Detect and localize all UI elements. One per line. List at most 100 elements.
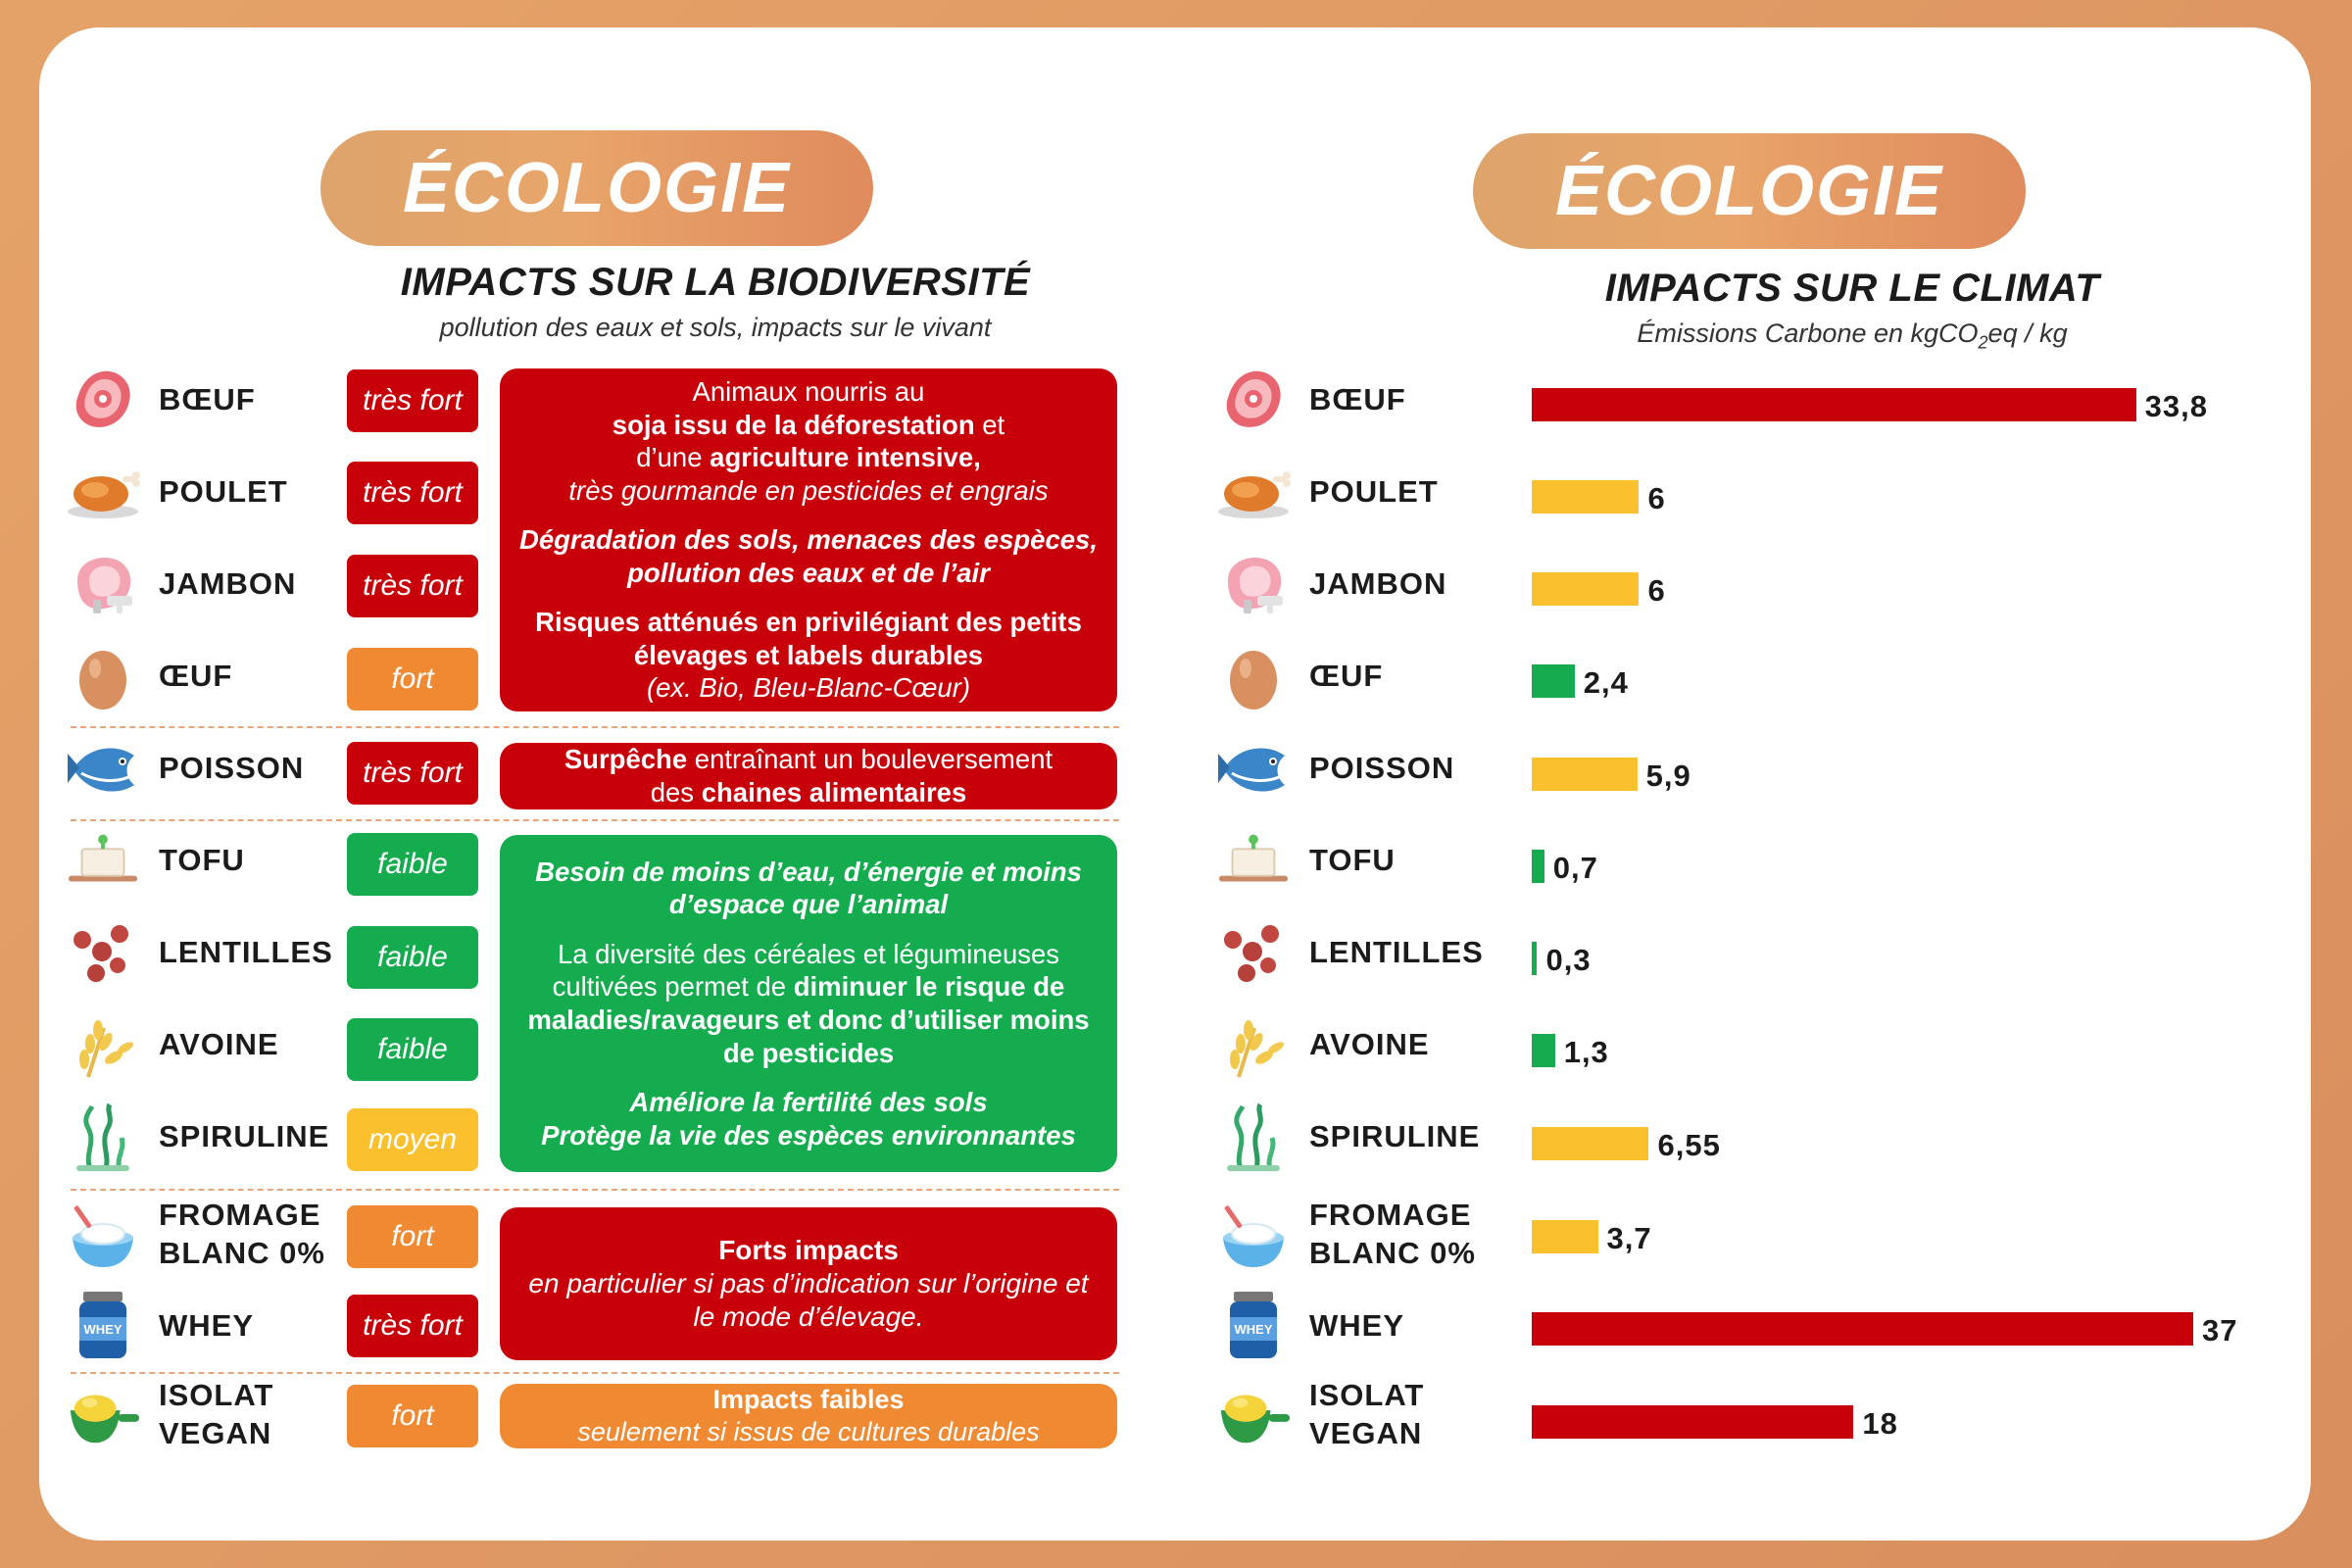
bio-row-8: SPIRULINE [65,1097,378,1177]
description-text: Besoin de moins d’eau, d’énergie et moin… [535,856,1082,920]
climate-bar-value: 0,3 [1545,943,1592,977]
right-subtitle: Émissions Carbone en kgCO2eq / kg [1450,318,2254,353]
fish-icon [65,732,141,805]
climate-bar [1532,1127,1649,1160]
climate-row-3: ŒUF [1215,636,1529,716]
impact-level-badge: très fort [347,1295,478,1357]
climate-row-0: BŒUF [1215,360,1529,440]
climate-row-9: FROMAGE BLANC 0% [1215,1195,1529,1275]
cottage-cheese-bowl-icon [65,1199,141,1271]
climate-food-label: JAMBON [1309,565,1447,601]
svg-text:WHEY: WHEY [1235,1322,1273,1337]
climate-food-label: LENTILLES [1309,934,1484,969]
climate-bar [1532,1034,1555,1067]
climate-bar-value: 1,3 [1563,1035,1609,1069]
description-text: chaines alimentaires [701,777,967,808]
impact-level-badge: très fort [347,369,478,432]
description-text: La diversité des céréales et légumineuse… [552,938,1060,1003]
climate-row-2: JAMBON [1215,544,1529,624]
climate-bar-value: 6 [1647,573,1666,608]
description-box-4: Impacts faibles seulement si issus de cul… [500,1384,1117,1448]
bio-row-3: ŒUF [65,636,378,716]
description-paragraph: Améliore la fertilité des sols Protège la… [541,1086,1076,1152]
climate-bar-value: 2,4 [1583,665,1629,700]
seaweed-icon [1215,1101,1292,1173]
climate-food-label: BŒUF [1309,381,1406,416]
bio-row-2: JAMBON [65,544,378,624]
description-box-0: Animaux nourris au soja issu de la défore… [500,368,1117,711]
description-text: Surpêche [564,744,688,775]
description-text: (ex. Bio, Bleu-Blanc-Cœur) [646,672,971,704]
right-subtitle-prefix: Émissions Carbone en kgCO [1637,318,1979,348]
ham-icon [1215,548,1292,620]
description-paragraph: Surpêche entraînant un bouleversement des… [564,743,1053,808]
cottage-cheese-bowl-icon [1215,1199,1292,1271]
divider-2 [71,819,1119,821]
whey-jar-icon: WHEY [65,1290,141,1362]
bio-row-4: POISSON [65,728,378,808]
description-text: Dégradation des sols, menaces des espèce… [518,524,1098,588]
seaweed-icon [65,1101,141,1173]
bio-row-11: ISOLAT VEGAN [65,1375,378,1455]
impact-level-badge: fort [347,1205,478,1268]
roast-chicken-icon [65,456,141,528]
impact-level-badge: très fort [347,555,478,617]
whey-jar-icon: WHEY [1215,1290,1292,1362]
description-paragraph: Dégradation des sols, menaces des espèce… [517,523,1100,589]
description-text: Animaux nourris au [692,376,925,408]
protein-scoop-icon [1215,1379,1292,1451]
climate-bar-value: 5,9 [1645,759,1691,793]
bio-food-label: AVOINE [159,1026,279,1061]
bio-food-label: SPIRULINE [159,1118,330,1153]
right-badge: ÉCOLOGIE [1473,133,2026,249]
bio-food-label: TOFU [159,842,245,877]
description-text: Forts impacts [718,1234,899,1265]
tofu-icon [65,824,141,897]
description-text: entraînant un bouleversement [687,744,1054,775]
climate-food-label: SPIRULINE [1309,1118,1481,1153]
climate-bar-value: 18 [1862,1406,1898,1441]
climate-bar-value: 0,7 [1552,851,1598,885]
impact-level-badge: faible [347,926,478,989]
description-text: en particulier si pas d’indication sur l… [528,1267,1089,1333]
right-title: IMPACTS SUR LE CLIMAT [1604,267,2100,310]
impact-level-badge: très fort [347,462,478,524]
description-paragraph: Impacts faibles seulement si issus de cul… [577,1384,1039,1448]
lentils-icon [65,916,141,989]
left-title: IMPACTS SUR LA BIODIVERSITÉ [400,261,1031,304]
bio-row-1: POULET [65,452,378,532]
climate-row-8: SPIRULINE [1215,1097,1529,1177]
divider-1 [71,726,1119,728]
climate-bar [1532,388,2136,421]
climate-bar-value: 37 [2202,1313,2238,1348]
climate-bar [1532,664,1575,698]
description-text: très gourmande en pesticides et engrais [568,474,1049,506]
left-badge: ÉCOLOGIE [320,130,873,246]
impact-level-badge: faible [347,1018,478,1081]
oat-icon [1215,1008,1292,1081]
climate-row-4: POISSON [1215,728,1529,808]
climate-bar-value: 3,7 [1606,1221,1652,1255]
climate-row-7: AVOINE [1215,1004,1529,1085]
bio-food-label: BŒUF [159,381,256,416]
bio-food-label: FROMAGE BLANC 0% [159,1198,325,1270]
climate-row-5: TOFU [1215,820,1529,901]
climate-bar-value: 6,55 [1657,1128,1721,1162]
climate-bar-value: 33,8 [2144,389,2208,423]
tofu-icon [1215,824,1292,897]
bio-row-9: FROMAGE BLANC 0% [65,1195,378,1275]
climate-food-label: AVOINE [1309,1026,1430,1061]
bio-row-7: AVOINE [65,1004,378,1085]
steak-icon [1215,364,1292,436]
description-paragraph: Forts impacts en particulier si pas d’ind… [517,1234,1100,1334]
description-paragraph: Risques atténués en privilégiant des pet… [517,606,1100,705]
climate-food-label: WHEY [1309,1307,1404,1343]
description-text: et [974,409,1005,440]
left-subtitle: pollution des eaux et sols, impacts sur … [439,313,992,342]
bio-food-label: WHEY [159,1307,254,1343]
description-text: Améliore la fertilité des sols [629,1087,988,1118]
right-subtitle-suffix: eq / kg [1987,318,2068,348]
climate-food-label: POISSON [1309,750,1455,785]
bio-food-label: LENTILLES [159,934,333,969]
climate-bar [1532,480,1640,514]
